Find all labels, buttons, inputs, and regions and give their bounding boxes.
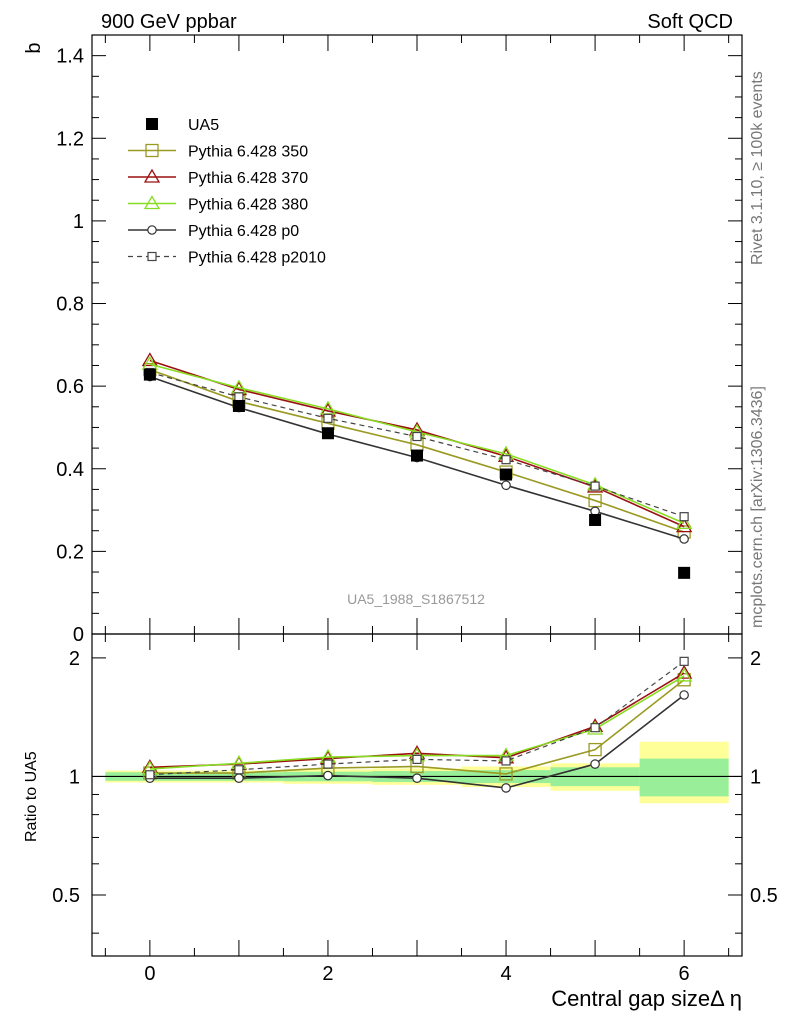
y-tick-label: 0.2 bbox=[56, 541, 84, 563]
data-point bbox=[145, 770, 155, 780]
series-ua5 bbox=[143, 368, 691, 579]
ratio-y-tick-label-right: 0.5 bbox=[750, 885, 778, 907]
ratio-y-tick-label: 0.5 bbox=[52, 885, 80, 907]
y-tick-label: 1.4 bbox=[56, 46, 84, 68]
data-point bbox=[501, 756, 511, 766]
data-point bbox=[143, 195, 161, 210]
y-tick-label: 1.2 bbox=[56, 128, 84, 150]
series-pythia-6-428-p2010 bbox=[145, 656, 689, 780]
x-tick-label: 6 bbox=[679, 963, 690, 985]
ratio-y-tick-label-right: 2 bbox=[750, 648, 761, 670]
stat-uncertainty-band bbox=[639, 758, 729, 797]
data-point bbox=[143, 168, 161, 183]
legend-entry: UA5 bbox=[146, 117, 219, 134]
x-tick-label: 4 bbox=[500, 963, 511, 985]
data-point bbox=[675, 664, 693, 679]
data-point bbox=[321, 427, 334, 440]
legend: UA5 Pythia 6.428 350 Pythia 6.428 370 Pythi… bbox=[128, 117, 326, 267]
series-line bbox=[149, 672, 685, 769]
ratio-y-tick-label: 2 bbox=[69, 648, 80, 670]
legend-entry: Pythia 6.428 380 bbox=[128, 195, 308, 214]
main-ylabel: b bbox=[23, 42, 45, 53]
data-point bbox=[679, 656, 689, 666]
data-point bbox=[675, 667, 693, 682]
data-point bbox=[679, 512, 689, 522]
legend-entry: Pythia 6.428 p0 bbox=[128, 223, 299, 240]
side-source-label: mcplots.cern.ch [arXiv:1306.3436] bbox=[749, 386, 766, 628]
data-point bbox=[588, 742, 602, 757]
data-point bbox=[234, 773, 244, 783]
legend-label: Pythia 6.428 p0 bbox=[188, 223, 299, 240]
ratio-frame bbox=[91, 633, 743, 957]
watermark-label: UA5_1988_S1867512 bbox=[347, 591, 485, 607]
data-point bbox=[501, 783, 511, 793]
ratio-y-tick-label-right: 1 bbox=[750, 766, 761, 788]
data-point bbox=[590, 723, 600, 733]
data-point bbox=[147, 251, 157, 262]
data-point bbox=[679, 534, 689, 544]
ratio-ylabel: Ratio to UA5 bbox=[23, 751, 40, 842]
main-plot-panel: 0 0.2 0.4 0.6 0.8 1 1.2 1.4 bbox=[56, 34, 743, 956]
series-line bbox=[149, 363, 685, 525]
legend-entry: Pythia 6.428 350 bbox=[128, 144, 308, 161]
ratio-y-tick-label: 1 bbox=[69, 766, 80, 788]
data-point bbox=[147, 225, 157, 235]
data-point bbox=[146, 118, 158, 130]
y-tick-label: 0.6 bbox=[56, 376, 84, 398]
y-tick-label: 0.8 bbox=[56, 294, 84, 316]
data-point bbox=[145, 143, 159, 158]
x-axis-title: Central gap sizeΔ η bbox=[551, 986, 742, 1011]
side-rivet-label: Rivet 3.1.10, ≥ 100k events bbox=[749, 71, 766, 265]
legend-label: Pythia 6.428 370 bbox=[188, 170, 308, 187]
data-point bbox=[141, 352, 159, 367]
series-pythia-6-428-380 bbox=[141, 355, 693, 529]
ratio-plot-panel: 0 2 4 60.5 0.51 12 2 bbox=[52, 35, 778, 985]
legend-label: Pythia 6.428 p2010 bbox=[188, 250, 326, 267]
data-point bbox=[678, 566, 691, 579]
legend-label: Pythia 6.428 380 bbox=[188, 197, 308, 214]
legend-label: Pythia 6.428 350 bbox=[188, 144, 308, 161]
data-point bbox=[675, 514, 693, 529]
header-energy-label: 900 GeV ppbar bbox=[101, 11, 237, 33]
y-tick-label: 0 bbox=[73, 624, 84, 646]
data-point bbox=[323, 759, 333, 769]
legend-entry: Pythia 6.428 370 bbox=[128, 168, 308, 187]
y-tick-label: 1 bbox=[73, 211, 84, 233]
data-point bbox=[675, 518, 693, 533]
data-point bbox=[143, 368, 156, 381]
legend-label: UA5 bbox=[188, 117, 219, 134]
data-point bbox=[412, 754, 422, 764]
data-point bbox=[411, 449, 423, 462]
legend-entry: Pythia 6.428 p2010 bbox=[128, 250, 326, 267]
data-point bbox=[589, 513, 602, 526]
data-point bbox=[501, 455, 511, 465]
data-point bbox=[500, 468, 513, 481]
header-category-label: Soft QCD bbox=[647, 11, 733, 33]
data-point bbox=[323, 413, 333, 423]
y-tick-label: 0.4 bbox=[56, 459, 84, 481]
x-tick-label: 0 bbox=[144, 963, 155, 985]
data-point bbox=[234, 765, 244, 775]
data-point bbox=[501, 480, 511, 491]
data-point bbox=[590, 759, 600, 769]
data-point bbox=[590, 481, 600, 491]
data-point bbox=[499, 767, 513, 781]
data-point bbox=[323, 770, 333, 781]
data-point bbox=[412, 773, 422, 783]
data-point bbox=[679, 690, 689, 700]
data-point bbox=[412, 431, 422, 442]
data-point bbox=[234, 392, 244, 402]
data-point bbox=[232, 399, 245, 412]
x-tick-label: 2 bbox=[322, 963, 333, 985]
